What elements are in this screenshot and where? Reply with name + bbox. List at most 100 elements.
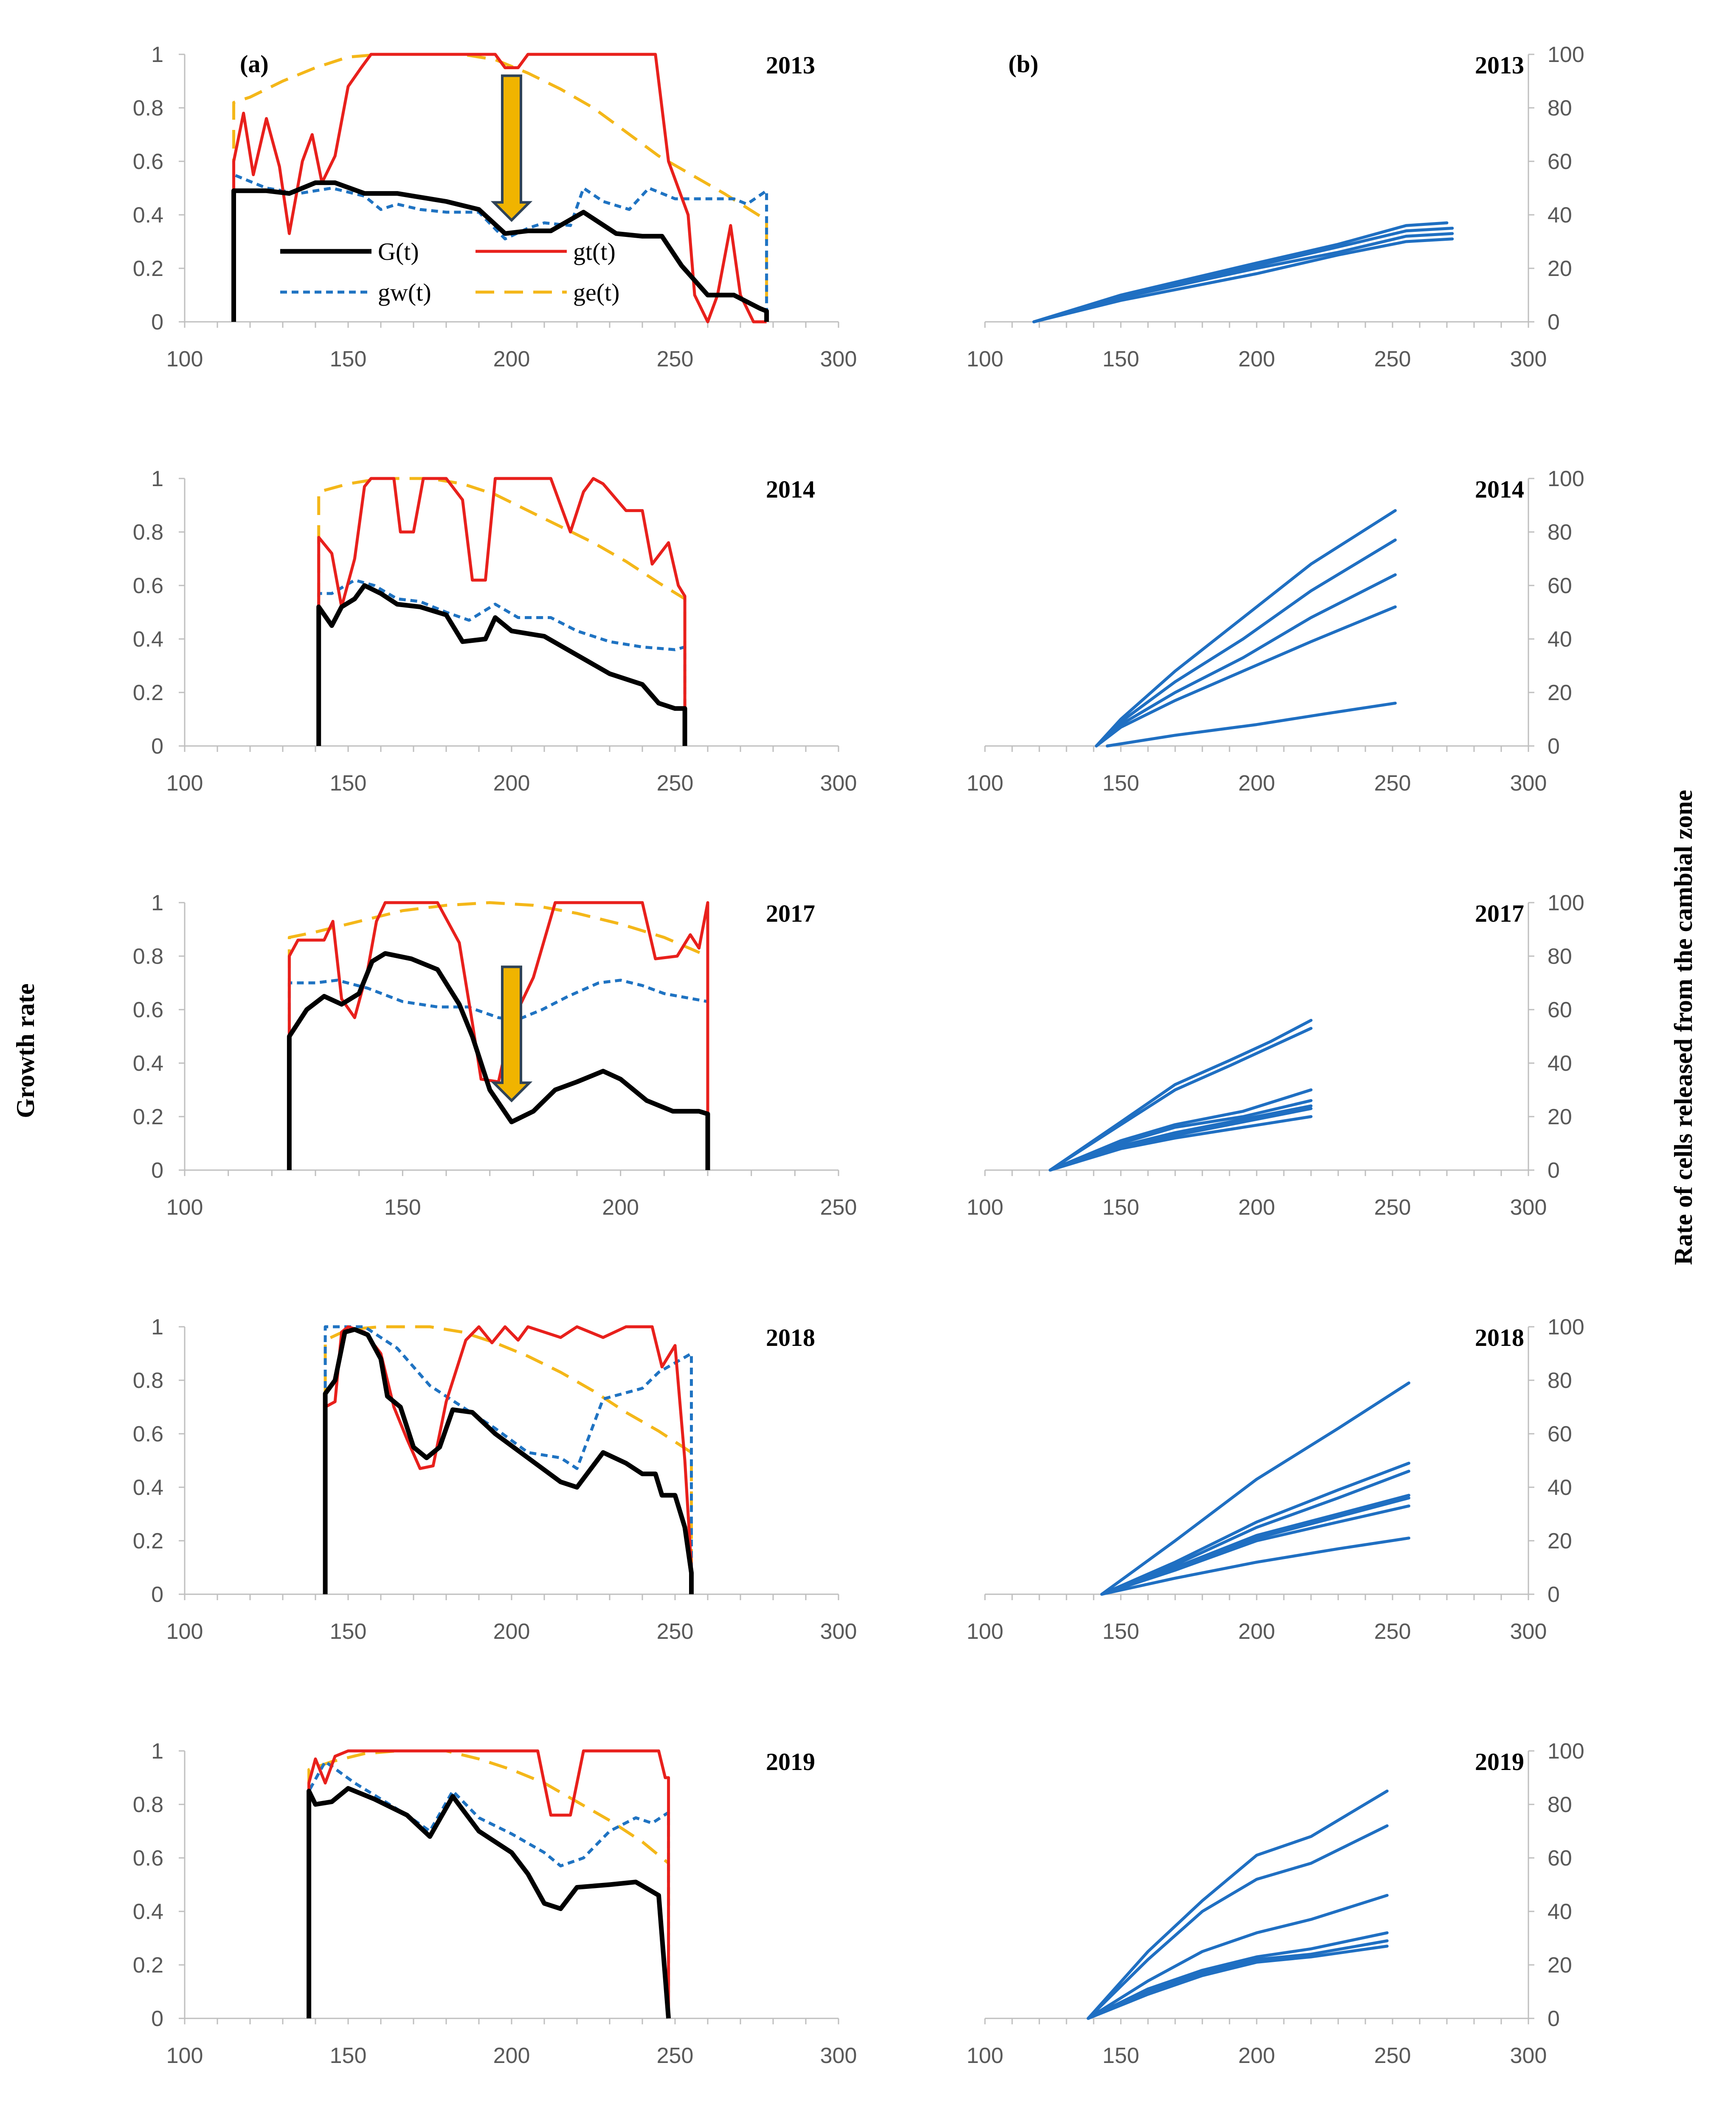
year-label: 2019 — [766, 1748, 815, 1776]
x-tick-label: 200 — [493, 347, 530, 371]
y-tick-label: 80 — [1547, 1793, 1572, 1817]
panel-label-b: (b) — [1008, 50, 1038, 78]
year-label: 2017 — [766, 900, 815, 927]
series-line — [1094, 509, 1397, 748]
y-tick-label: 0.8 — [133, 96, 163, 121]
year-label: 2018 — [1475, 1324, 1524, 1351]
y-tick-label: 0.6 — [133, 1846, 163, 1871]
y-tick-label: 0 — [151, 1158, 163, 1183]
x-tick-label: 250 — [657, 2043, 694, 2068]
x-tick-label: 150 — [330, 347, 367, 371]
series-line — [1086, 1824, 1389, 2020]
x-tick-label: 300 — [1510, 1195, 1547, 1220]
series-line — [1086, 1894, 1389, 2020]
x-tick-label: 300 — [820, 771, 857, 796]
x-tick-label: 100 — [967, 2043, 1004, 2068]
x-tick-label: 150 — [330, 771, 367, 796]
series-line — [1100, 1381, 1410, 1596]
year-label: 2018 — [766, 1324, 815, 1351]
y-tick-label: 0.8 — [133, 520, 163, 545]
series-line — [1032, 232, 1454, 324]
y-tick-label: 0 — [151, 310, 163, 335]
y-tick-label: 80 — [1547, 1368, 1572, 1393]
y-tick-label: 0.8 — [133, 944, 163, 969]
y-tick-label: 1 — [151, 891, 163, 915]
x-tick-label: 300 — [1510, 347, 1547, 371]
x-tick-label: 300 — [820, 1619, 857, 1644]
y-tick-label: 0.4 — [133, 1475, 163, 1500]
series-line — [1094, 538, 1397, 748]
legend: G(t) gt(t) gw(t) ge(t) — [280, 238, 620, 306]
y-tick-label: 1 — [151, 467, 163, 491]
x-tick-label: 250 — [1374, 1619, 1411, 1644]
series-line-ge — [232, 53, 768, 322]
y-tick-label: 0.6 — [133, 1422, 163, 1446]
y-tick-label: 0 — [1547, 734, 1560, 759]
series-line-G — [316, 583, 687, 746]
series-line — [1100, 1469, 1410, 1596]
y-tick-label: 80 — [1547, 520, 1572, 545]
x-tick-label: 150 — [1103, 771, 1140, 796]
x-tick-label: 200 — [1238, 771, 1275, 796]
growth-rate-chart-2013: 100 150 200 250 300 0 0.2 0.4 0.6 0.8 1 2013 (a) G(t)… — [133, 42, 857, 371]
x-tick-label: 100 — [166, 1619, 203, 1644]
series-line-gt — [287, 901, 709, 1170]
series-line — [1049, 1099, 1313, 1172]
y-tick-label: 0.2 — [133, 1529, 163, 1553]
x-tick-label: 300 — [820, 347, 857, 371]
y-tick-label: 0.4 — [133, 203, 163, 228]
series-line-gw — [232, 173, 768, 322]
growth-rate-chart-2014: 100 150 200 250 300 0 0.2 0.4 0.6 0.8 1 2014 — [133, 467, 857, 796]
x-tick-label: 150 — [330, 2043, 367, 2068]
y-tick-label: 0.4 — [133, 1900, 163, 1924]
legend-label-ge: ge(t) — [573, 279, 620, 306]
x-tick-label: 250 — [657, 347, 694, 371]
y-tick-label: 0.6 — [133, 574, 163, 598]
y-tick-label: 0 — [1547, 1582, 1560, 1607]
x-tick-label: 250 — [1374, 2043, 1411, 2068]
year-label: 2017 — [1475, 900, 1524, 927]
series-line — [1086, 1939, 1389, 2020]
y-tick-label: 1 — [151, 42, 163, 67]
series-line-gt — [232, 53, 767, 324]
x-tick-label: 200 — [1238, 347, 1275, 371]
x-tick-label: 100 — [967, 771, 1004, 796]
y-tick-label: 20 — [1547, 681, 1572, 705]
year-label: 2019 — [1475, 1748, 1524, 1776]
series-line — [1049, 1019, 1313, 1172]
x-tick-label: 200 — [493, 771, 530, 796]
y-tick-label: 0.6 — [133, 998, 163, 1022]
x-tick-label: 300 — [1510, 2043, 1547, 2068]
y-tick-label: 0 — [1547, 2007, 1560, 2031]
series-line-G — [231, 180, 769, 322]
y-tick-label: 0.2 — [133, 681, 163, 705]
series-line — [1094, 605, 1397, 748]
y-tick-label: 40 — [1547, 1475, 1572, 1500]
y-tick-label: 0.2 — [133, 1953, 163, 1978]
x-tick-label: 200 — [493, 2043, 530, 2068]
right-y-axis-label: Rate of cells released from the cambial … — [1669, 790, 1697, 1265]
y-tick-label: 100 — [1547, 1315, 1584, 1340]
y-tick-label: 0 — [151, 734, 163, 759]
y-tick-label: 60 — [1547, 1846, 1572, 1871]
series-line — [1094, 573, 1397, 748]
x-tick-label: 150 — [1103, 347, 1140, 371]
x-tick-label: 100 — [166, 771, 203, 796]
y-tick-label: 0.6 — [133, 149, 163, 174]
series-line-ge — [317, 477, 687, 746]
series-line — [1049, 1088, 1313, 1172]
series-line — [1100, 1504, 1410, 1596]
x-tick-label: 250 — [1374, 347, 1411, 371]
legend-label-gw: gw(t) — [378, 279, 431, 306]
x-tick-label: 100 — [967, 347, 1004, 371]
x-tick-label: 100 — [166, 1195, 203, 1220]
x-tick-label: 250 — [1374, 1195, 1411, 1220]
x-tick-label: 100 — [166, 347, 203, 371]
series-line-G — [323, 1327, 694, 1594]
year-label: 2014 — [1475, 476, 1524, 503]
series-line-gw — [317, 578, 687, 746]
y-tick-label: 100 — [1547, 42, 1584, 67]
